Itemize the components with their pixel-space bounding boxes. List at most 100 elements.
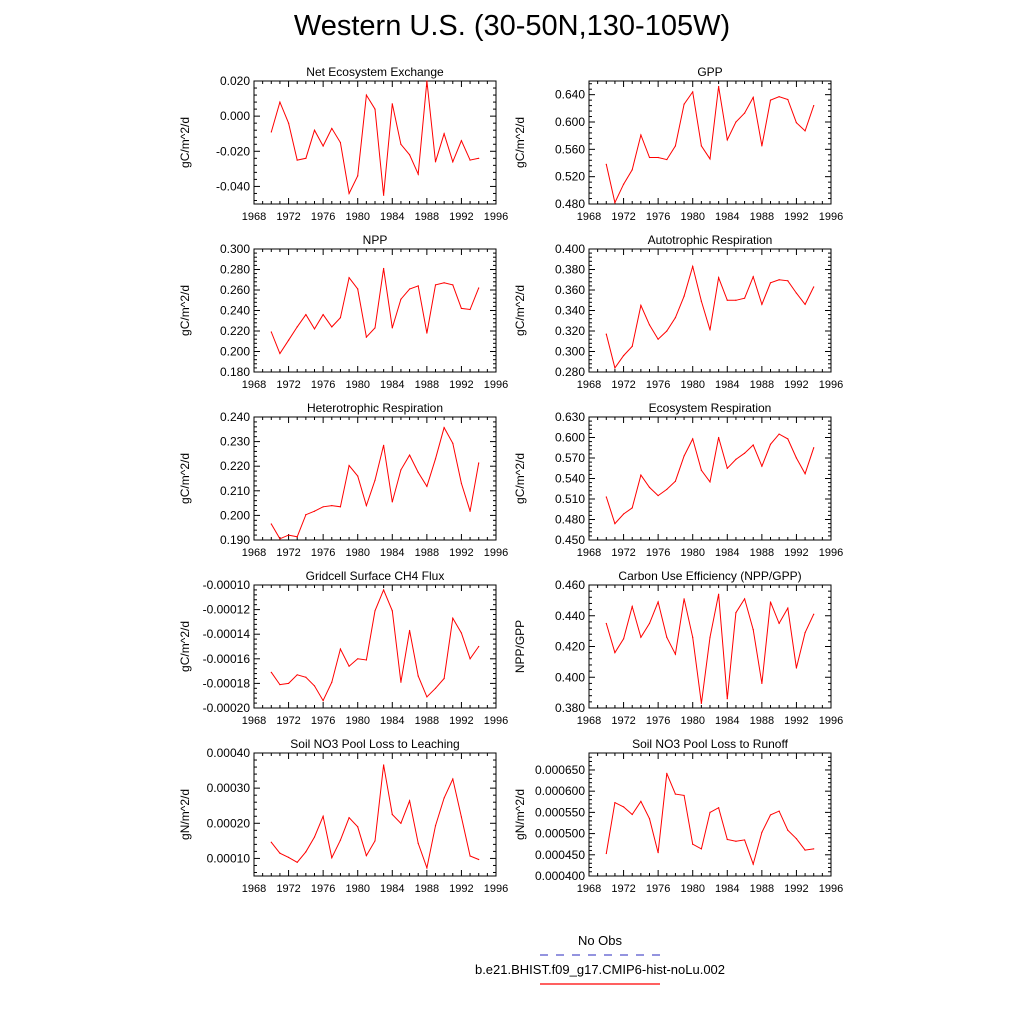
chart-autotrophic-respiration-data-point <box>666 330 668 332</box>
chart-ecosystem-respiration-data-point <box>743 452 746 454</box>
chart-soil-no3-pool-loss-to-runoff-data-point <box>700 848 702 850</box>
chart-autotrophic-respiration-data-point <box>640 304 642 306</box>
chart-gpp-ytick-label: 0.560 <box>555 142 585 156</box>
chart-soil-no3-pool-loss-to-leaching-data-point <box>357 826 359 828</box>
chart-heterotrophic-respiration-xtick-label: 1988 <box>415 547 439 559</box>
chart-npp-ytick-label: 0.220 <box>220 324 250 338</box>
chart-soil-no3-pool-loss-to-runoff-xtick-label: 1980 <box>680 883 704 895</box>
chart-net-ecosystem-exchange-ytick-label: 0.000 <box>220 109 250 123</box>
chart-npp-data-point <box>434 284 437 286</box>
chart-soil-no3-pool-loss-to-runoff-ytick-label: 0.000550 <box>535 805 585 819</box>
legend-label-no-obs: No Obs <box>577 933 623 948</box>
chart-soil-no3-pool-loss-to-runoff-data-point <box>648 818 651 820</box>
chart-soil-no3-pool-loss-to-leaching-data-point <box>365 855 367 857</box>
chart-carbon-use-efficiency-npp-gpp-xtick-label: 1996 <box>819 715 843 727</box>
chart-gpp-data-point <box>769 99 772 101</box>
chart-ecosystem-respiration-data-point <box>718 436 720 439</box>
chart-autotrophic-respiration-ytick-label: 0.380 <box>555 263 585 277</box>
chart-soil-no3-pool-loss-to-leaching-data-point <box>469 855 471 857</box>
chart-carbon-use-efficiency-npp-gpp-data-point <box>674 653 677 655</box>
chart-ecosystem-respiration-data-point <box>614 523 616 525</box>
chart-soil-no3-pool-loss-to-runoff-xtick-label: 1968 <box>577 883 601 895</box>
chart-net-ecosystem-exchange-data-point <box>279 101 281 103</box>
chart-heterotrophic-respiration-data-point <box>478 462 480 464</box>
chart-heterotrophic-respiration-ytick-label: 0.190 <box>220 533 250 547</box>
chart-soil-no3-pool-loss-to-runoff-series-line <box>605 773 814 866</box>
chart-ecosystem-respiration-data-point <box>683 455 685 457</box>
chart-autotrophic-respiration-data-point <box>787 280 789 282</box>
chart-npp-frame <box>253 248 497 373</box>
chart-heterotrophic-respiration-data-point <box>460 482 463 485</box>
chart-net-ecosystem-exchange-xtick-label: 1972 <box>276 211 300 223</box>
chart-autotrophic-respiration-data-point <box>692 265 694 268</box>
chart-gpp-data-point <box>795 122 798 124</box>
chart-autotrophic-respiration-data-point <box>709 329 711 331</box>
chart-npp-ytick-label: 0.300 <box>220 242 250 256</box>
chart-ecosystem-respiration-ytick-label: 0.510 <box>555 492 585 506</box>
chart-gridcell-surface-ch4-flux-ytick-label: -0.00018 <box>203 676 251 690</box>
chart-gpp-xtick-label: 1984 <box>715 211 739 223</box>
chart-carbon-use-efficiency-npp-gpp-xtick-label: 1980 <box>680 715 704 727</box>
chart-ecosystem-respiration-xtick-label: 1992 <box>784 547 808 559</box>
chart-soil-no3-pool-loss-to-runoff-data-point <box>605 852 607 855</box>
chart-heterotrophic-respiration-ylabel: gC/m^2/d <box>178 453 192 504</box>
chart-soil-no3-pool-loss-to-leaching-data-point <box>460 816 463 818</box>
chart-soil-no3-pool-loss-to-leaching-data-point <box>417 842 419 844</box>
chart-carbon-use-efficiency-npp-gpp-data-point <box>769 601 772 603</box>
chart-ecosystem-respiration-ytick-label: 0.570 <box>555 451 585 465</box>
chart-soil-no3-pool-loss-to-leaching-ytick-label: 0.00020 <box>207 816 251 830</box>
chart-gpp-data-point <box>787 98 789 101</box>
chart-soil-no3-pool-loss-to-runoff-ylabel: gN/m^2/d <box>513 789 527 840</box>
chart-net-ecosystem-exchange-data-point <box>408 154 411 156</box>
chart-heterotrophic-respiration-xtick-label: 1980 <box>345 547 369 559</box>
chart-heterotrophic-respiration-xtick-label: 1996 <box>484 547 508 559</box>
chart-carbon-use-efficiency-npp-gpp-ytick-label: 0.460 <box>555 578 585 592</box>
chart-autotrophic-respiration-data-point <box>683 295 685 297</box>
chart-ecosystem-respiration-data-point <box>726 467 728 469</box>
chart-heterotrophic-respiration: Heterotrophic Respiration gC/m^2/d 1968 197… <box>178 401 508 559</box>
chart-heterotrophic-respiration-data-point <box>339 506 342 508</box>
chart-net-ecosystem-exchange-ylabel: gC/m^2/d <box>178 117 192 168</box>
chart-autotrophic-respiration-data-point <box>813 286 815 288</box>
chart-autotrophic-respiration-ylabel: gC/m^2/d <box>513 285 527 336</box>
chart-npp-data-point <box>322 314 324 316</box>
chart-autotrophic-respiration-data-point <box>605 333 607 335</box>
chart-soil-no3-pool-loss-to-runoff-data-point <box>709 811 711 813</box>
chart-npp-data-point <box>339 317 342 319</box>
chart-autotrophic-respiration-xtick-label: 1984 <box>715 379 739 391</box>
chart-ecosystem-respiration-data-point <box>657 494 659 497</box>
chart-net-ecosystem-exchange-frame <box>253 80 497 205</box>
chart-gridcell-surface-ch4-flux-data-point <box>391 610 393 612</box>
chart-soil-no3-pool-loss-to-leaching-data-point <box>279 852 281 854</box>
chart-carbon-use-efficiency-npp-gpp-ytick-label: 0.400 <box>555 670 585 684</box>
chart-gpp-data-point <box>674 145 677 147</box>
chart-autotrophic-respiration-data-point <box>735 299 737 301</box>
chart-net-ecosystem-exchange-data-point <box>460 140 463 142</box>
chart-npp-data-point <box>348 277 350 279</box>
chart-heterotrophic-respiration-data-point <box>305 514 307 516</box>
chart-gridcell-surface-ch4-flux-data-point <box>408 629 411 632</box>
chart-soil-no3-pool-loss-to-leaching-data-point <box>443 797 445 799</box>
chart-carbon-use-efficiency-npp-gpp-xtick-label: 1984 <box>715 715 739 727</box>
chart-soil-no3-pool-loss-to-leaching-data-point <box>426 867 428 869</box>
chart-npp-xtick-label: 1984 <box>380 379 404 391</box>
chart-carbon-use-efficiency-npp-gpp-data-point <box>666 636 668 638</box>
chart-gridcell-surface-ch4-flux-data-point <box>374 610 376 612</box>
chart-npp-data-point <box>391 327 393 329</box>
chart-autotrophic-respiration-xtick-label: 1976 <box>646 379 670 391</box>
chart-soil-no3-pool-loss-to-runoff-data-point <box>614 802 616 804</box>
chart-heterotrophic-respiration-data-point <box>365 504 367 507</box>
chart-net-ecosystem-exchange-data-point <box>478 157 480 159</box>
chart-npp-title: NPP <box>363 233 388 247</box>
chart-autotrophic-respiration-data-point <box>718 277 720 279</box>
chart-npp: NPP gC/m^2/d 1968 1972 1976 1980 1984 1988 1992 1… <box>178 233 508 391</box>
chart-gpp: GPP gC/m^2/d 1968 1972 1976 1980 1984 1988 1992 1… <box>513 65 843 223</box>
chart-soil-no3-pool-loss-to-leaching-data-point <box>374 840 376 842</box>
chart-net-ecosystem-exchange-data-point <box>391 103 393 105</box>
chart-soil-no3-pool-loss-to-leaching-data-point <box>339 839 342 841</box>
chart-gpp-data-point <box>683 103 685 105</box>
chart-gpp-data-point <box>761 145 763 147</box>
chart-soil-no3-pool-loss-to-leaching-data-point <box>408 800 411 802</box>
chart-autotrophic-respiration-xtick-label: 1980 <box>680 379 704 391</box>
chart-autotrophic-respiration-data-point <box>674 317 677 319</box>
